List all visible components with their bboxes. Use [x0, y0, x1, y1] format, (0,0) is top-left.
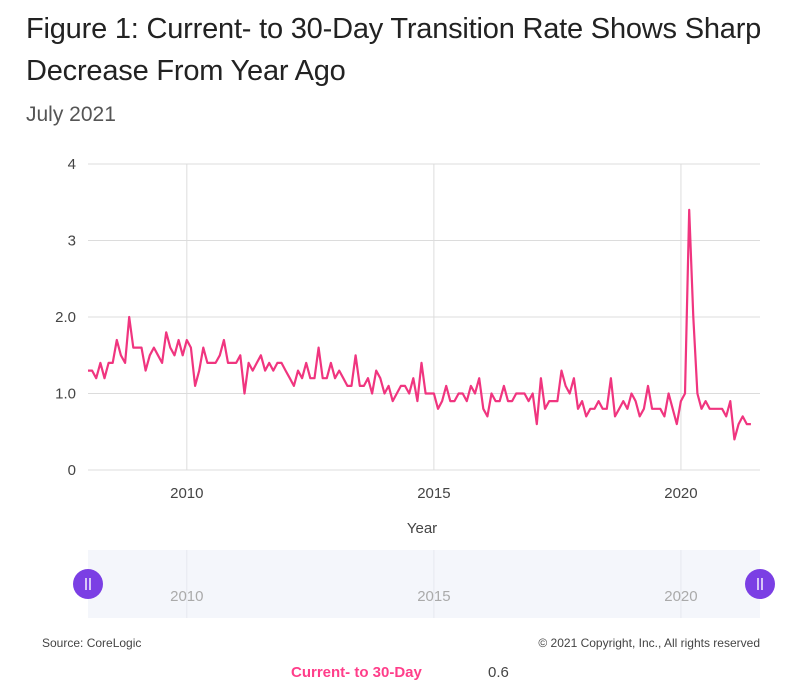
navigator-right-handle[interactable] — [745, 569, 775, 599]
source-note: Source: CoreLogic — [42, 636, 142, 650]
y-tick-label: 3 — [68, 233, 76, 250]
x-axis-label: Year — [407, 520, 437, 537]
x-tick-label: 2010 — [170, 485, 203, 502]
navigator-background[interactable] — [88, 550, 760, 618]
series-line-current-30-day[interactable] — [88, 208, 751, 441]
y-tick-label: 0 — [68, 462, 76, 479]
navigator-ticks: 2010 2015 2020 — [170, 550, 698, 618]
copyright-note: © 2021 Copyright, Inc., All rights reser… — [538, 636, 760, 650]
navigator-tick-label: 2020 — [664, 588, 697, 605]
axis-ticks: 0 1.0 2.0 3 4 2010 2015 2020 — [55, 156, 697, 502]
x-tick-label: 2015 — [417, 485, 450, 502]
chart-subtitle: July 2021 — [26, 103, 116, 126]
chart-title: Figure 1: Current- to 30-Day Transition … — [26, 13, 762, 87]
x-tick-label: 2020 — [664, 485, 697, 502]
y-tick-label: 4 — [68, 156, 76, 173]
navigator-tick-label: 2010 — [170, 588, 203, 605]
grid — [88, 163, 760, 471]
y-tick-label: 2.0 — [55, 309, 76, 326]
y-tick-label: 1.0 — [55, 386, 76, 403]
navigator-left-handle[interactable] — [73, 569, 103, 599]
readout-series-name: Current- to 30-Day — [291, 664, 422, 681]
readout-value: 0.6 — [488, 664, 509, 681]
navigator-tick-label: 2015 — [417, 588, 450, 605]
